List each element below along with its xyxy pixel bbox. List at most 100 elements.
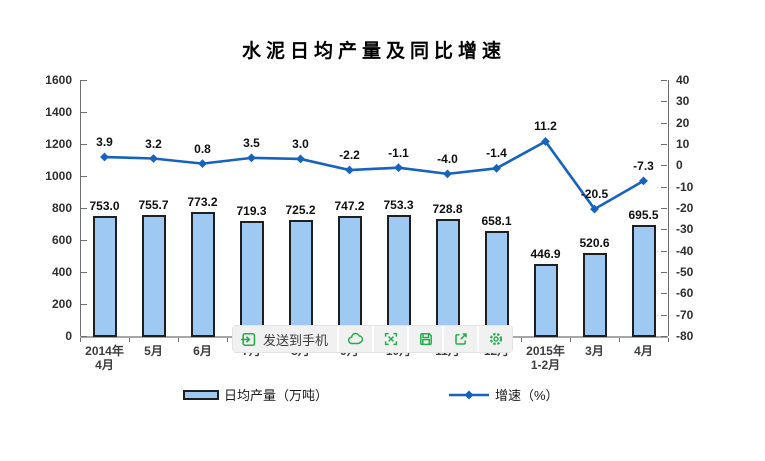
y-axis-right-tick-label: -30 <box>676 222 694 237</box>
y-axis-left-tick <box>81 144 87 145</box>
y-axis-right-tick-label: -50 <box>676 265 694 279</box>
cloud-icon <box>347 332 363 345</box>
y-axis-right-line <box>668 80 669 336</box>
line-value-label: -7.3 <box>633 158 654 173</box>
bar-value-label: 446.9 <box>530 247 561 262</box>
bar <box>190 212 215 337</box>
share-icon <box>454 333 467 345</box>
bar-value-label: 520.6 <box>579 235 610 250</box>
y-axis-right-tick <box>661 165 667 167</box>
x-axis-tick <box>668 338 669 342</box>
y-axis-right-tick <box>661 80 667 81</box>
x-axis-tick <box>178 338 179 342</box>
y-axis-left-tick <box>81 80 87 81</box>
bar-legend-swatch-icon <box>183 389 219 400</box>
line-marker-diamond <box>492 163 501 173</box>
y-axis-right-tick-label: -70 <box>676 307 694 322</box>
y-axis-left-tick-label: 200 <box>51 297 72 311</box>
y-axis-right-tick-label: 20 <box>676 115 690 130</box>
fullscreen-button[interactable] <box>374 326 408 352</box>
bar <box>435 219 460 337</box>
x-axis-category-label: 4月 <box>634 344 653 358</box>
y-axis-right-tick <box>661 229 667 231</box>
bar-value-label: 695.5 <box>628 207 659 222</box>
line-marker-diamond <box>198 159 207 169</box>
legend-label-production: 日均产量（万吨） <box>224 388 329 403</box>
y-axis-right-tick-label: -10 <box>676 179 694 194</box>
bar <box>484 230 509 337</box>
y-axis-left-tick <box>81 176 87 177</box>
x-axis-tick <box>80 338 81 342</box>
y-axis-right-tick <box>661 250 667 252</box>
bar <box>337 216 362 337</box>
bar <box>141 215 166 337</box>
line-marker-diamond <box>296 154 305 164</box>
y-axis-left-line <box>80 80 81 336</box>
line-marker-diamond <box>149 154 158 163</box>
line-marker-diamond <box>345 165 354 175</box>
line-value-label: -1.4 <box>486 146 507 161</box>
y-axis-left-tick <box>81 336 87 337</box>
y-axis-left-tick-label: 0 <box>65 329 72 343</box>
line-marker-diamond <box>541 137 550 146</box>
x-axis-tick <box>521 338 522 342</box>
save-button[interactable] <box>409 326 443 352</box>
settings-button[interactable] <box>479 326 513 352</box>
bar <box>582 252 607 337</box>
y-axis-left-tick-label: 400 <box>51 265 72 279</box>
y-axis-right-tick-label: -20 <box>676 201 694 215</box>
y-axis-left-tick-label: 1200 <box>45 137 72 151</box>
line-marker-diamond <box>443 169 452 179</box>
page-title: 水泥日均产量及同比增速 <box>241 41 506 62</box>
y-axis-left-tick-label: 1400 <box>45 105 72 119</box>
floating-toolbar: 发送到手机 <box>233 326 513 352</box>
y-axis-right-tick <box>661 293 667 295</box>
x-axis-tick <box>129 338 130 342</box>
cloud-upload-button[interactable] <box>339 326 373 352</box>
send-to-phone-icon <box>241 332 256 346</box>
x-axis-category-label: 2015年 1-2月 <box>526 344 565 372</box>
y-axis-right-tick <box>661 272 667 273</box>
send-to-phone-label: 发送到手机 <box>263 332 329 348</box>
bar <box>92 215 117 337</box>
y-axis-right-tick <box>661 314 667 316</box>
y-axis-left-tick-label: 800 <box>51 201 72 215</box>
y-axis-right-tick <box>661 101 667 103</box>
bar <box>533 264 558 337</box>
x-axis-category-label: 3月 <box>585 344 604 358</box>
fullscreen-expand-icon <box>384 332 397 346</box>
x-axis-tick <box>227 338 228 342</box>
bar-value-label: 658.1 <box>481 213 512 228</box>
y-axis-right-tick-label: -40 <box>676 243 694 258</box>
bar <box>239 220 264 337</box>
line-marker-diamond <box>590 204 599 214</box>
x-axis-category-label: 2014年 4月 <box>85 344 124 372</box>
line-marker-diamond <box>639 176 648 186</box>
legend-item-production: 日均产量（万吨） <box>183 385 328 404</box>
y-axis-right-tick <box>661 122 667 124</box>
line-marker-diamond <box>394 163 403 173</box>
gear-icon <box>489 332 502 346</box>
x-axis-category-label: 6月 <box>193 344 212 358</box>
y-axis-right-tick <box>661 336 667 337</box>
line-value-label: -20.5 <box>580 187 609 202</box>
legend-item-growth: 增速（%） <box>448 385 559 404</box>
legend-label-growth: 增速（%） <box>495 388 559 403</box>
y-axis-right-tick <box>661 144 667 145</box>
y-axis-left-tick <box>81 208 87 209</box>
y-axis-right-tick <box>661 208 667 209</box>
y-axis-right-tick-label: 40 <box>676 73 690 87</box>
x-axis-category-label: 5月 <box>144 344 163 358</box>
line-value-label: 11.2 <box>534 119 557 134</box>
send-to-phone-button[interactable]: 发送到手机 <box>233 326 338 352</box>
y-axis-left-tick <box>81 304 87 305</box>
share-button[interactable] <box>444 326 478 352</box>
y-axis-left-tick-label: 1000 <box>45 169 72 183</box>
y-axis-right-tick-label: 30 <box>676 94 690 109</box>
line-legend-swatch-icon <box>449 390 489 399</box>
line-marker-diamond <box>100 152 109 162</box>
y-axis-left-tick <box>81 272 87 273</box>
x-axis-tick <box>570 338 571 342</box>
y-axis-left-tick-label: 1600 <box>45 73 72 87</box>
